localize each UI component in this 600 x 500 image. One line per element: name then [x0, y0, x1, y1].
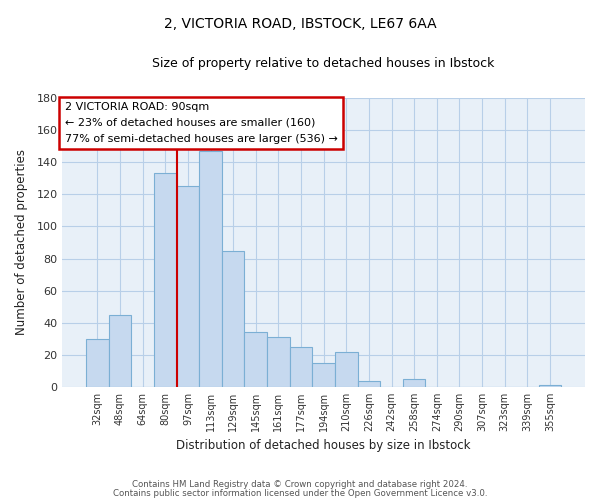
X-axis label: Distribution of detached houses by size in Ibstock: Distribution of detached houses by size …: [176, 440, 471, 452]
Bar: [313, 363, 335, 387]
Bar: [176, 186, 199, 387]
Bar: [267, 337, 290, 387]
Bar: [290, 347, 313, 387]
Text: Contains public sector information licensed under the Open Government Licence v3: Contains public sector information licen…: [113, 488, 487, 498]
Bar: [154, 174, 176, 387]
Bar: [244, 332, 267, 387]
Bar: [539, 386, 561, 387]
Text: Contains HM Land Registry data © Crown copyright and database right 2024.: Contains HM Land Registry data © Crown c…: [132, 480, 468, 489]
Y-axis label: Number of detached properties: Number of detached properties: [15, 150, 28, 336]
Title: Size of property relative to detached houses in Ibstock: Size of property relative to detached ho…: [152, 58, 495, 70]
Text: 2, VICTORIA ROAD, IBSTOCK, LE67 6AA: 2, VICTORIA ROAD, IBSTOCK, LE67 6AA: [164, 18, 436, 32]
Bar: [109, 314, 131, 387]
Bar: [335, 352, 358, 387]
Bar: [403, 379, 425, 387]
Bar: [358, 380, 380, 387]
Bar: [86, 339, 109, 387]
Text: 2 VICTORIA ROAD: 90sqm
← 23% of detached houses are smaller (160)
77% of semi-de: 2 VICTORIA ROAD: 90sqm ← 23% of detached…: [65, 102, 338, 144]
Bar: [199, 151, 222, 387]
Bar: [222, 250, 244, 387]
